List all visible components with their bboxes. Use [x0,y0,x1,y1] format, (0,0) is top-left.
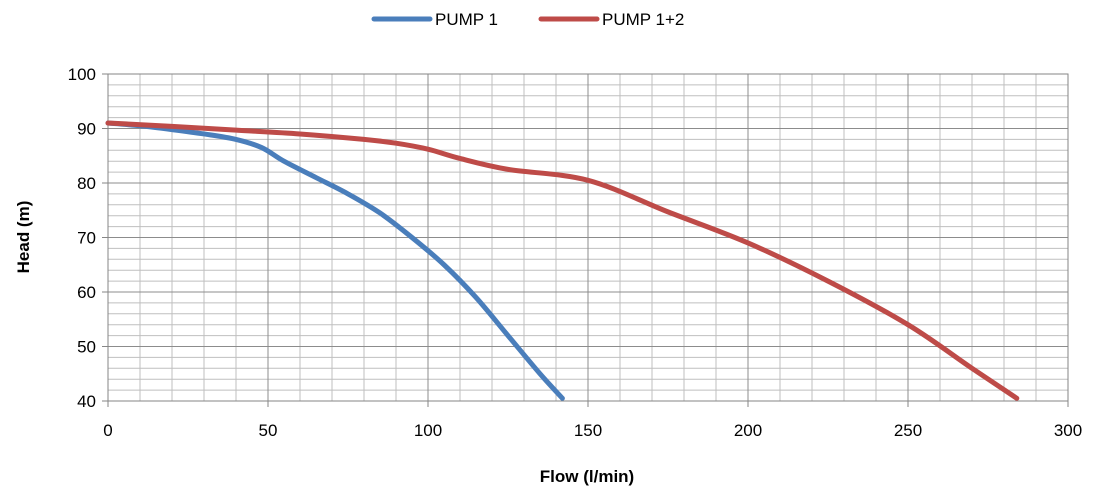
y-tick-label: 40 [77,392,96,411]
y-tick-label: 70 [77,229,96,248]
x-tick-label: 200 [734,421,762,440]
legend-label-pump-1-2: PUMP 1+2 [602,10,684,29]
series-line-pump-1-2 [105,120,1020,401]
y-tick-label: 60 [77,283,96,302]
x-tick-label: 0 [103,421,112,440]
x-tick-label: 50 [259,421,278,440]
y-tick-label: 90 [77,120,96,139]
x-tick-label: 300 [1054,421,1082,440]
y-tick-label: 50 [77,338,96,357]
grid-major [108,74,1068,401]
x-axis-title: Flow (l/min) [540,467,634,486]
y-tick-label: 100 [68,65,96,84]
series-lines [105,120,1020,401]
y-tick-labels: 40 50 60 70 80 90 100 [68,65,108,411]
legend: PUMP 1 PUMP 1+2 [371,10,684,29]
legend-label-pump-1: PUMP 1 [435,10,498,29]
x-tick-label: 100 [414,421,442,440]
x-tick-label: 150 [574,421,602,440]
y-tick-label: 80 [77,174,96,193]
x-tick-labels: 0 50 100 150 200 250 300 [103,401,1082,440]
x-tick-label: 250 [894,421,922,440]
series-line-pump-1 [105,120,565,401]
y-axis-title: Head (m) [14,201,33,274]
